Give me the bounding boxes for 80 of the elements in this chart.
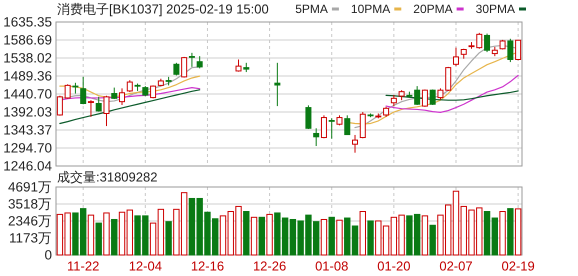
candlestick — [390, 94, 397, 107]
bar — [96, 222, 102, 256]
candlestick — [173, 62, 180, 76]
candlestick — [188, 52, 195, 68]
candlestick — [430, 88, 436, 106]
bar — [250, 216, 258, 256]
bar — [243, 211, 250, 256]
y-tick-label: 1440.70 — [3, 86, 52, 102]
legend-label: 5PMA — [295, 2, 328, 16]
candlestick — [243, 62, 250, 73]
candlestick — [126, 80, 133, 93]
y-tick-label: 1635.35 — [3, 14, 52, 30]
candlestick — [313, 128, 320, 147]
bar — [165, 221, 172, 256]
candlestick — [352, 134, 358, 154]
candlestick — [103, 95, 110, 127]
legend-label: 30PMA — [476, 2, 515, 16]
bar — [514, 208, 522, 256]
y-tick-label: 1173万 — [8, 230, 52, 246]
bar — [507, 208, 514, 256]
bar — [499, 211, 506, 256]
y-tick-label: 1246.04 — [3, 158, 52, 174]
bar — [88, 214, 94, 256]
candlestick — [96, 96, 102, 112]
y-tick-label: 1489.36 — [3, 68, 52, 84]
y-tick-label: 1538.02 — [3, 50, 52, 66]
candlestick — [72, 82, 78, 94]
y-tick-label: 0 — [44, 248, 52, 262]
bar — [336, 220, 343, 256]
candlestick — [328, 118, 335, 140]
candlestick — [88, 100, 94, 118]
bar — [258, 216, 266, 256]
candlestick — [142, 86, 148, 97]
legend-label: 10PMA — [350, 2, 390, 16]
candlestick — [336, 114, 342, 126]
bar — [422, 215, 428, 256]
x-tick-label: 12-26 — [252, 258, 286, 274]
x-tick-label: 12-04 — [128, 258, 162, 274]
y-tick-label: 1586.69 — [3, 32, 52, 48]
y-tick-label: 3518万 — [8, 196, 52, 212]
candlestick — [452, 47, 459, 67]
candlestick — [236, 58, 242, 72]
bar — [111, 218, 118, 256]
bar — [367, 220, 374, 256]
x-tick-label: 11-22 — [67, 258, 100, 274]
x-tick-label: 02-19 — [501, 258, 535, 274]
bar — [266, 214, 273, 256]
candlestick — [492, 46, 498, 57]
candlestick — [476, 32, 482, 50]
candlestick — [360, 112, 366, 139]
bar — [328, 216, 335, 256]
chart-title: 成交量:31809282 — [57, 170, 158, 184]
bar — [103, 212, 110, 256]
bar — [429, 224, 436, 256]
y-tick-label: 2346万 — [8, 213, 52, 228]
candlestick — [305, 104, 312, 130]
x-tick-label: 01-20 — [377, 258, 410, 274]
x-tick-label: 02-07 — [439, 258, 473, 274]
candlestick — [196, 56, 203, 69]
candlestick — [344, 114, 350, 136]
candlestick — [80, 76, 86, 105]
candlestick — [422, 88, 428, 108]
candlestick — [119, 88, 126, 106]
bar — [320, 218, 328, 256]
y-tick-label: 1294.70 — [3, 140, 52, 156]
bar — [360, 211, 366, 256]
y-tick-label: 4691万 — [8, 180, 52, 194]
chart-title: 消费电子[BK1037] 2025-02-19 15:00 — [57, 2, 269, 16]
candlestick — [320, 114, 327, 139]
x-tick-label: 12-16 — [190, 258, 224, 274]
candlestick — [507, 38, 514, 63]
y-tick-label: 1392.03 — [3, 104, 52, 120]
candlestick — [398, 90, 405, 101]
y-tick-label: 1343.37 — [3, 122, 52, 138]
candlestick — [484, 33, 490, 53]
candlestick — [383, 106, 390, 118]
candlestick — [274, 62, 280, 107]
candlestick — [150, 84, 156, 99]
legend-label: 20PMA — [413, 2, 453, 16]
x-tick-label: 01-08 — [315, 258, 348, 274]
